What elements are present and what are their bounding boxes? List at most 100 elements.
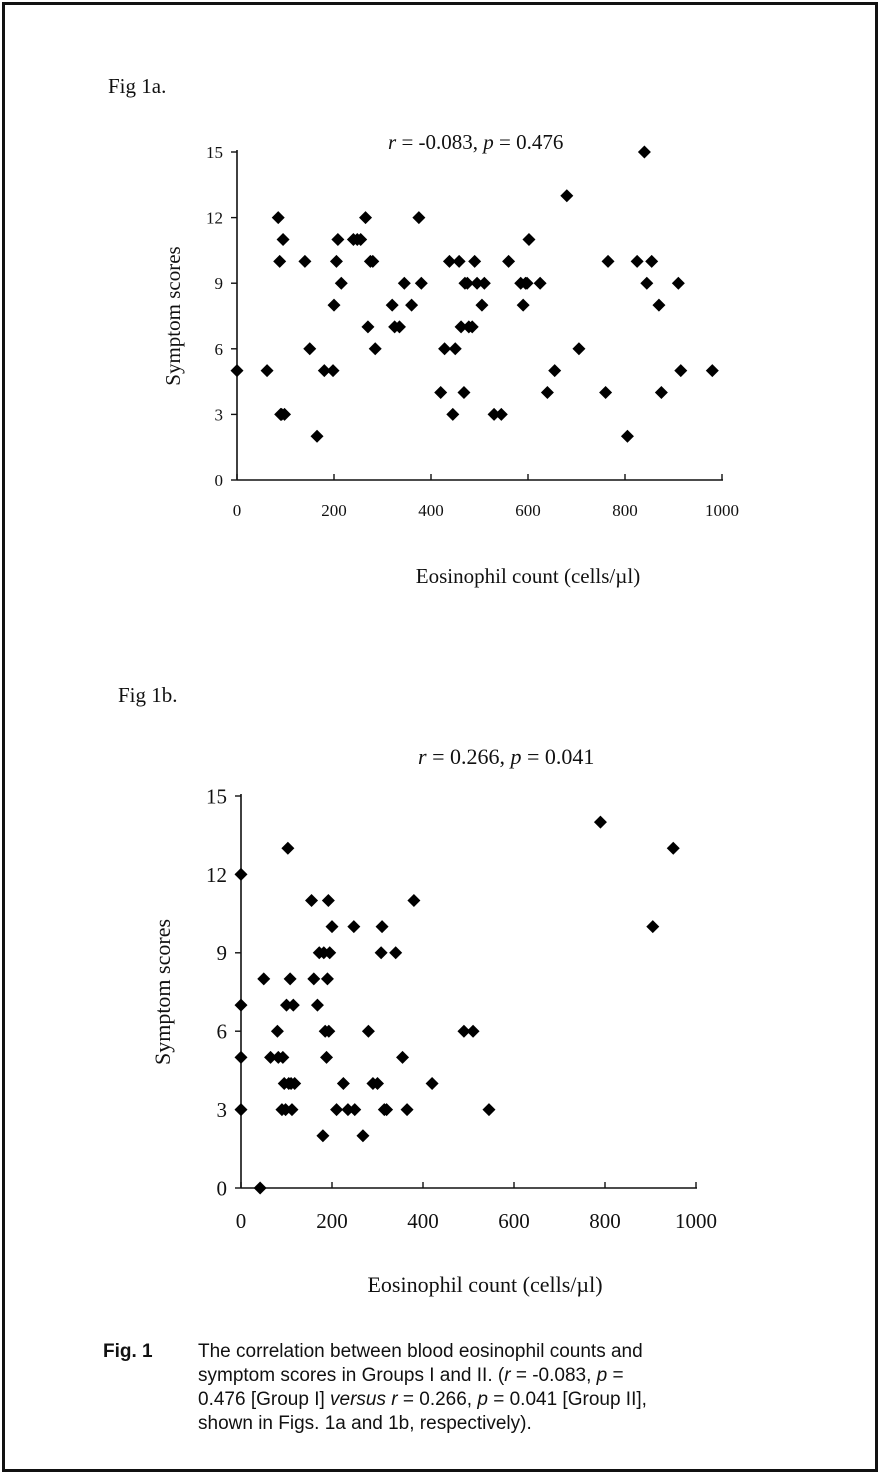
figure-a-r-value: = -0.083, bbox=[396, 130, 484, 154]
x-tick-label: 200 bbox=[321, 501, 347, 520]
caption-label: Fig. 1 bbox=[103, 1341, 153, 1362]
y-axis-label: Symptom scores bbox=[150, 919, 175, 1065]
data-point bbox=[601, 254, 615, 268]
data-point bbox=[460, 276, 474, 290]
data-point bbox=[652, 298, 666, 312]
data-point bbox=[285, 1103, 299, 1117]
x-tick-label: 800 bbox=[612, 501, 638, 520]
data-point bbox=[533, 276, 547, 290]
caption-line-3: 0.476 [Group I] versus r = 0.266, p = 0.… bbox=[198, 1388, 788, 1412]
data-point bbox=[280, 998, 293, 1012]
data-point bbox=[276, 232, 290, 246]
y-tick-label: 6 bbox=[215, 340, 224, 359]
data-point bbox=[516, 298, 530, 312]
figure-a-r-label: r bbox=[388, 130, 397, 154]
data-point bbox=[303, 342, 317, 356]
data-point bbox=[257, 972, 271, 986]
data-point bbox=[392, 320, 406, 334]
data-point bbox=[671, 276, 685, 290]
data-point bbox=[234, 867, 248, 881]
data-point bbox=[540, 386, 554, 400]
data-point bbox=[637, 145, 651, 159]
data-point bbox=[385, 298, 399, 312]
data-point bbox=[438, 342, 452, 356]
data-point bbox=[368, 342, 382, 356]
caption-line-3-mid: = 0.266, bbox=[397, 1389, 478, 1410]
data-point bbox=[407, 894, 421, 908]
x-tick-label: 400 bbox=[407, 1209, 439, 1233]
y-tick-label: 15 bbox=[206, 143, 223, 162]
caption-line-2: symptom scores in Groups I and II. (r = … bbox=[198, 1364, 788, 1388]
data-point bbox=[329, 254, 343, 268]
figure-a-p-value: = 0.476 bbox=[493, 130, 564, 154]
data-point bbox=[434, 386, 448, 400]
data-point bbox=[320, 1050, 334, 1064]
data-point bbox=[278, 407, 292, 421]
data-point bbox=[375, 920, 389, 934]
caption-line-4: shown in Figs. 1a and 1b, respectively). bbox=[198, 1413, 532, 1434]
caption-line-1: The correlation between blood eosinophil… bbox=[198, 1341, 643, 1362]
x-tick-label: 600 bbox=[498, 1209, 530, 1233]
figure-a-stat: r = -0.083, p = 0.476 bbox=[388, 130, 563, 155]
y-tick-label: 3 bbox=[215, 405, 224, 424]
data-point bbox=[281, 841, 295, 855]
data-point bbox=[320, 972, 334, 986]
data-point bbox=[327, 298, 341, 312]
data-point bbox=[325, 920, 339, 934]
data-point bbox=[326, 364, 340, 378]
data-point bbox=[548, 364, 562, 378]
data-point bbox=[620, 429, 634, 443]
data-point bbox=[465, 320, 479, 334]
data-point bbox=[470, 276, 484, 290]
figure-b-p-value: = 0.041 bbox=[521, 744, 595, 769]
scatter-chart-b: 0 3 6 9 12 15 0 200 400 600 800 1000 Eosinophil coun… bbox=[150, 784, 717, 1297]
data-point bbox=[593, 815, 607, 829]
data-point bbox=[400, 1103, 414, 1117]
data-point bbox=[310, 429, 324, 443]
x-tick-label: 0 bbox=[233, 501, 242, 520]
data-point bbox=[572, 342, 586, 356]
scatter-chart-a: 0 3 6 9 12 15 0 200 400 600 800 1000 Eosinophil coun… bbox=[161, 143, 739, 588]
data-point bbox=[330, 1103, 344, 1117]
data-point bbox=[230, 364, 244, 378]
data-point bbox=[234, 998, 248, 1012]
data-point bbox=[361, 1024, 375, 1038]
data-point bbox=[359, 211, 373, 225]
x-axis-label: Eosinophil count (cells/µl) bbox=[367, 1272, 602, 1297]
data-point bbox=[412, 211, 426, 225]
y-tick-label: 12 bbox=[206, 863, 227, 887]
figure-b-r-value: = 0.266, bbox=[426, 744, 511, 769]
data-point bbox=[487, 407, 501, 421]
data-point bbox=[374, 946, 388, 960]
figure-b-stat: r = 0.266, p = 0.041 bbox=[418, 744, 594, 770]
data-point bbox=[674, 364, 688, 378]
data-point bbox=[347, 920, 361, 934]
data-point bbox=[288, 1076, 302, 1090]
caption-versus: versus bbox=[330, 1389, 386, 1410]
data-point bbox=[270, 1024, 284, 1038]
x-tick-label: 800 bbox=[589, 1209, 621, 1233]
data-point bbox=[705, 364, 719, 378]
data-point bbox=[356, 1129, 370, 1143]
y-tick-label: 15 bbox=[206, 784, 227, 808]
y-tick-label: 12 bbox=[206, 209, 223, 228]
caption-p-symbol-2: p bbox=[477, 1389, 488, 1410]
data-point bbox=[442, 254, 456, 268]
data-point bbox=[348, 1103, 362, 1117]
data-point bbox=[457, 1024, 471, 1038]
data-point bbox=[630, 254, 644, 268]
y-axis-label: Symptom scores bbox=[161, 246, 185, 385]
data-point bbox=[276, 1050, 290, 1064]
data-point bbox=[452, 254, 466, 268]
caption-line-2-mid: = -0.083, bbox=[510, 1365, 597, 1386]
data-point bbox=[341, 1103, 355, 1117]
data-point bbox=[646, 920, 660, 934]
figure-b-label: Fig 1b. bbox=[118, 683, 178, 707]
figure-b-r-label: r bbox=[418, 744, 427, 769]
data-point bbox=[283, 972, 297, 986]
data-point bbox=[234, 1103, 248, 1117]
caption-p-symbol: p bbox=[596, 1365, 608, 1386]
caption-r-symbol-2: r bbox=[391, 1389, 398, 1410]
data-point bbox=[520, 276, 534, 290]
